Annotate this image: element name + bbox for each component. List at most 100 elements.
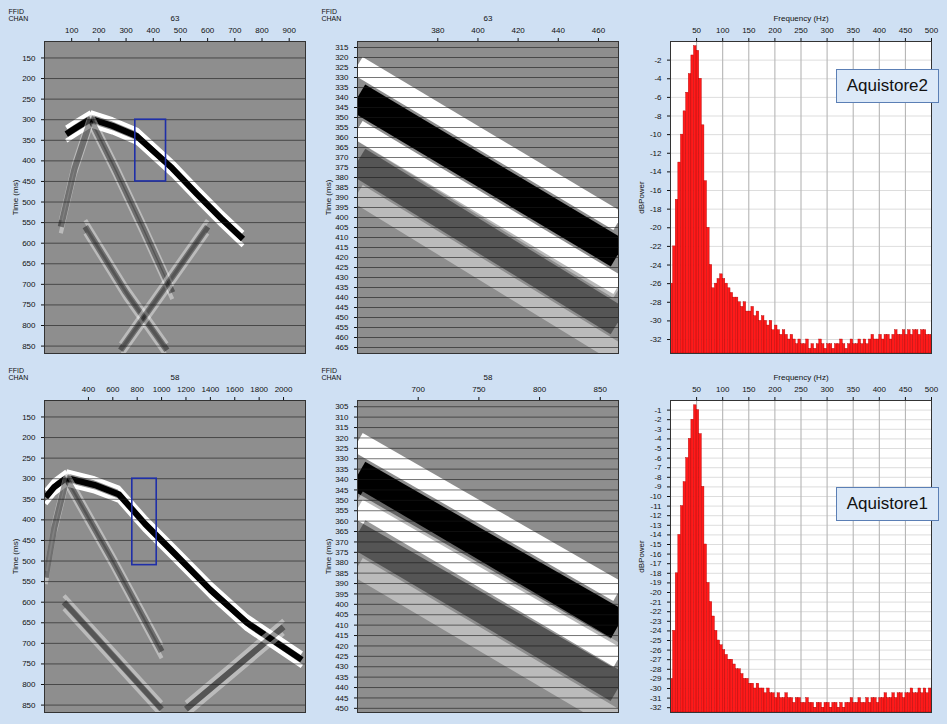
svg-text:-7: -7	[654, 463, 662, 472]
svg-text:800: 800	[22, 680, 36, 689]
svg-text:58: 58	[484, 373, 493, 382]
svg-text:-21: -21	[650, 598, 662, 607]
svg-text:750: 750	[22, 659, 36, 668]
svg-text:365: 365	[335, 143, 349, 152]
svg-text:800: 800	[533, 385, 547, 394]
svg-text:dBPower: dBPower	[637, 181, 646, 214]
svg-text:-20: -20	[650, 588, 662, 597]
svg-text:320: 320	[335, 434, 349, 443]
svg-text:365: 365	[335, 527, 349, 536]
svg-text:-23: -23	[650, 617, 662, 626]
svg-text:-25: -25	[650, 636, 662, 645]
svg-text:465: 465	[335, 343, 349, 352]
svg-text:440: 440	[552, 26, 566, 35]
svg-text:400: 400	[147, 26, 161, 35]
svg-text:-16: -16	[650, 186, 662, 195]
svg-text:400: 400	[873, 26, 887, 35]
svg-text:FFIDCHAN: FFIDCHAN	[9, 8, 29, 22]
svg-text:850: 850	[22, 342, 36, 351]
svg-text:250: 250	[794, 385, 808, 394]
svg-text:315: 315	[335, 423, 349, 432]
svg-text:750: 750	[22, 300, 36, 309]
svg-text:-28: -28	[650, 665, 662, 674]
svg-text:FFIDCHAN: FFIDCHAN	[9, 367, 29, 381]
svg-text:-19: -19	[650, 578, 662, 587]
svg-text:150: 150	[22, 413, 36, 422]
svg-text:Time (ms): Time (ms)	[11, 538, 20, 574]
svg-text:200: 200	[92, 26, 106, 35]
svg-text:100: 100	[716, 385, 730, 394]
svg-text:-24: -24	[650, 626, 662, 635]
svg-text:370: 370	[335, 153, 349, 162]
svg-text:450: 450	[22, 536, 36, 545]
svg-text:400: 400	[335, 213, 349, 222]
svg-text:-22: -22	[650, 607, 662, 616]
svg-text:410: 410	[335, 233, 349, 242]
svg-text:Frequency (Hz): Frequency (Hz)	[773, 373, 828, 382]
svg-text:310: 310	[335, 413, 349, 422]
svg-text:Time (ms): Time (ms)	[11, 179, 20, 215]
svg-text:300: 300	[119, 26, 133, 35]
svg-text:700: 700	[228, 26, 242, 35]
svg-text:395: 395	[335, 590, 349, 599]
svg-text:-29: -29	[650, 674, 662, 683]
svg-text:385: 385	[335, 569, 349, 578]
svg-text:150: 150	[22, 54, 36, 63]
svg-text:50: 50	[692, 385, 701, 394]
svg-text:900: 900	[283, 26, 297, 35]
svg-text:375: 375	[335, 163, 349, 172]
svg-text:200: 200	[22, 74, 36, 83]
svg-text:-11: -11	[651, 502, 663, 511]
svg-text:650: 650	[22, 259, 36, 268]
svg-text:200: 200	[768, 385, 782, 394]
svg-text:400: 400	[873, 385, 887, 394]
svg-text:-8: -8	[654, 473, 662, 482]
svg-text:-26: -26	[650, 279, 662, 288]
svg-text:405: 405	[335, 610, 349, 619]
svg-text:400: 400	[22, 515, 36, 524]
svg-text:410: 410	[335, 621, 349, 630]
svg-text:-32: -32	[650, 335, 662, 344]
svg-text:300: 300	[820, 26, 834, 35]
svg-text:380: 380	[335, 558, 349, 567]
svg-text:385: 385	[335, 183, 349, 192]
svg-text:-14: -14	[650, 167, 662, 176]
svg-text:250: 250	[794, 26, 808, 35]
svg-text:395: 395	[335, 203, 349, 212]
svg-text:400: 400	[82, 385, 96, 394]
svg-text:-20: -20	[650, 223, 662, 232]
svg-text:425: 425	[335, 263, 349, 272]
svg-text:415: 415	[335, 243, 349, 252]
svg-text:400: 400	[335, 600, 349, 609]
svg-text:-22: -22	[650, 242, 662, 251]
svg-text:350: 350	[847, 26, 861, 35]
svg-text:390: 390	[335, 579, 349, 588]
svg-text:-16: -16	[650, 550, 662, 559]
svg-text:325: 325	[335, 63, 349, 72]
svg-text:435: 435	[335, 673, 349, 682]
svg-text:-6: -6	[654, 454, 662, 463]
svg-text:360: 360	[335, 133, 349, 142]
svg-text:315: 315	[335, 43, 349, 52]
svg-text:450: 450	[22, 177, 36, 186]
svg-text:-30: -30	[650, 684, 662, 693]
svg-text:-2: -2	[654, 56, 662, 65]
svg-text:430: 430	[335, 273, 349, 282]
svg-text:435: 435	[335, 283, 349, 292]
svg-text:450: 450	[899, 26, 913, 35]
svg-text:Frequency (Hz): Frequency (Hz)	[773, 14, 828, 23]
svg-text:450: 450	[335, 313, 349, 322]
svg-text:-26: -26	[650, 646, 662, 655]
svg-text:500: 500	[925, 26, 939, 35]
svg-text:300: 300	[22, 474, 36, 483]
svg-text:390: 390	[335, 193, 349, 202]
svg-text:-9: -9	[654, 482, 662, 491]
svg-text:345: 345	[335, 103, 349, 112]
svg-text:250: 250	[22, 95, 36, 104]
svg-text:850: 850	[594, 385, 608, 394]
svg-text:600: 600	[201, 26, 215, 35]
svg-text:400: 400	[22, 156, 36, 165]
svg-text:305: 305	[335, 402, 349, 411]
svg-text:850: 850	[22, 701, 36, 710]
svg-text:445: 445	[335, 303, 349, 312]
